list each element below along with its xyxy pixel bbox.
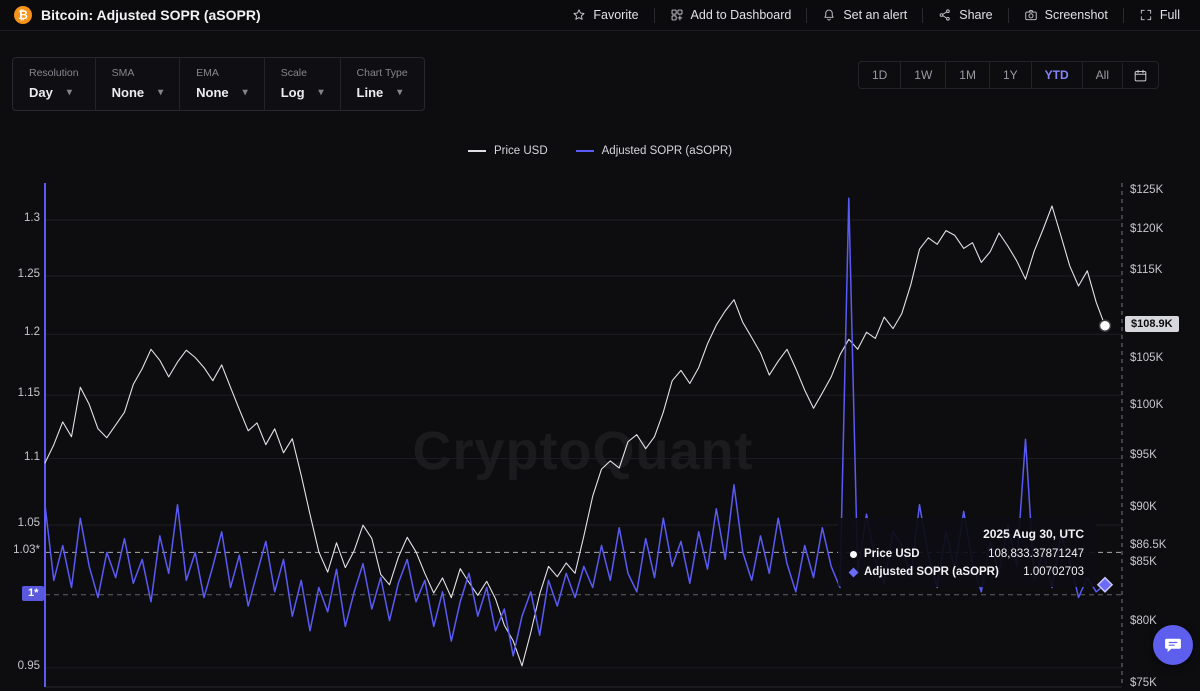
range-1d[interactable]: 1D bbox=[871, 68, 888, 82]
sma-label: SMA bbox=[111, 67, 135, 79]
tooltip-date: 2025 Aug 30, UTC bbox=[983, 527, 1084, 541]
tooltip-row-asopr: Adjusted SOPR (aSOPR) 1.00702703 bbox=[848, 566, 1084, 578]
share-label: Share bbox=[959, 8, 993, 22]
chat-bubble-icon bbox=[1165, 638, 1181, 653]
tooltip-row-price: Price USD 108,833.37871247 bbox=[850, 548, 1084, 560]
chart-legend: Price USD Adjusted SOPR (aSOPR) bbox=[0, 145, 1200, 157]
time-range-selector: 1D 1W 1M 1Y YTD All bbox=[857, 61, 1159, 89]
range-1w[interactable]: 1W bbox=[900, 62, 945, 88]
chart-tooltip: 2025 Aug 30, UTC Price USD 108,833.37871… bbox=[838, 518, 1096, 587]
tooltip-asopr-value: 1.00702703 bbox=[1023, 566, 1084, 578]
chart-type-label: Chart Type bbox=[356, 67, 408, 79]
chevron-down-icon: ▾ bbox=[318, 87, 324, 98]
header-actions: Favorite Add to Dashboard Set an alert S… bbox=[566, 4, 1186, 26]
range-ytd[interactable]: YTD bbox=[1030, 62, 1082, 88]
star-icon bbox=[573, 9, 585, 20]
divider bbox=[922, 7, 924, 23]
legend-price-label: Price USD bbox=[493, 145, 548, 157]
range-all[interactable]: All bbox=[1081, 62, 1122, 88]
calendar-icon bbox=[1134, 69, 1147, 81]
divider bbox=[806, 7, 808, 23]
scale-value: Log bbox=[280, 85, 305, 100]
header: ₿ Bitcoin: Adjusted SOPR (aSOPR) Favorit… bbox=[0, 0, 1200, 31]
set-alert-button[interactable]: Set an alert bbox=[816, 4, 913, 26]
sma-dropdown[interactable]: SMA None ▾ bbox=[96, 58, 181, 110]
resolution-label: Resolution bbox=[29, 67, 79, 79]
chat-support-button[interactable] bbox=[1153, 625, 1193, 665]
asopr-marker-icon bbox=[848, 567, 859, 577]
legend-asopr-label: Adjusted SOPR (aSOPR) bbox=[601, 145, 733, 157]
legend-item-asopr[interactable]: Adjusted SOPR (aSOPR) bbox=[575, 145, 733, 157]
fullscreen-icon bbox=[1140, 9, 1151, 21]
set-alert-label: Set an alert bbox=[843, 8, 908, 22]
fullscreen-label: Full bbox=[1159, 8, 1180, 22]
page-title: Bitcoin: Adjusted SOPR (aSOPR) bbox=[41, 7, 261, 23]
ema-value: None bbox=[196, 85, 229, 100]
chart-type-value: Line bbox=[356, 85, 384, 100]
scale-dropdown[interactable]: Scale Log ▾ bbox=[265, 58, 341, 110]
price-marker-icon bbox=[850, 550, 857, 558]
share-icon bbox=[939, 9, 950, 21]
chevron-down-icon: ▾ bbox=[397, 87, 403, 98]
sma-value: None bbox=[111, 85, 145, 100]
chevron-down-icon: ▾ bbox=[66, 87, 72, 98]
bell-icon bbox=[824, 9, 834, 21]
fullscreen-button[interactable]: Full bbox=[1133, 4, 1186, 26]
chevron-down-icon: ▾ bbox=[158, 87, 164, 98]
dashboard-add-icon bbox=[671, 9, 682, 21]
price-line-swatch bbox=[467, 150, 486, 152]
resolution-value: Day bbox=[29, 85, 53, 100]
favorite-button[interactable]: Favorite bbox=[566, 4, 644, 26]
header-title-group: ₿ Bitcoin: Adjusted SOPR (aSOPR) bbox=[14, 6, 261, 24]
calendar-button[interactable] bbox=[1122, 62, 1158, 88]
chart-type-dropdown[interactable]: Chart Type Line ▾ bbox=[341, 58, 424, 110]
asopr-line-swatch bbox=[575, 150, 594, 152]
tooltip-price-value: 108,833.37871247 bbox=[988, 548, 1084, 560]
cryptoquant-watermark: CryptoQuant bbox=[412, 421, 754, 481]
ema-label: EMA bbox=[196, 67, 219, 79]
tooltip-asopr-label: Adjusted SOPR (aSOPR) bbox=[864, 566, 999, 578]
favorite-label: Favorite bbox=[593, 8, 639, 22]
scale-label: Scale bbox=[280, 67, 307, 79]
screenshot-button[interactable]: Screenshot bbox=[1018, 4, 1114, 26]
screenshot-label: Screenshot bbox=[1044, 8, 1108, 22]
screenshot-icon bbox=[1024, 10, 1037, 21]
add-to-dashboard-button[interactable]: Add to Dashboard bbox=[664, 4, 798, 26]
tooltip-price-label: Price USD bbox=[864, 548, 920, 560]
resolution-dropdown[interactable]: Resolution Day ▾ bbox=[13, 58, 96, 110]
bitcoin-icon: ₿ bbox=[14, 6, 32, 24]
divider bbox=[1122, 7, 1124, 23]
range-1m[interactable]: 1M bbox=[945, 62, 989, 88]
ema-dropdown[interactable]: EMA None ▾ bbox=[180, 58, 265, 110]
divider bbox=[1007, 7, 1009, 23]
share-button[interactable]: Share bbox=[932, 4, 998, 26]
chart-controls: Resolution Day ▾ SMA None ▾ EMA None ▾ Scal… bbox=[12, 57, 425, 111]
chevron-down-icon: ▾ bbox=[242, 87, 248, 98]
divider bbox=[653, 7, 655, 23]
range-1y[interactable]: 1Y bbox=[988, 62, 1031, 88]
add-to-dashboard-label: Add to Dashboard bbox=[690, 8, 792, 22]
legend-item-price[interactable]: Price USD bbox=[467, 145, 548, 157]
